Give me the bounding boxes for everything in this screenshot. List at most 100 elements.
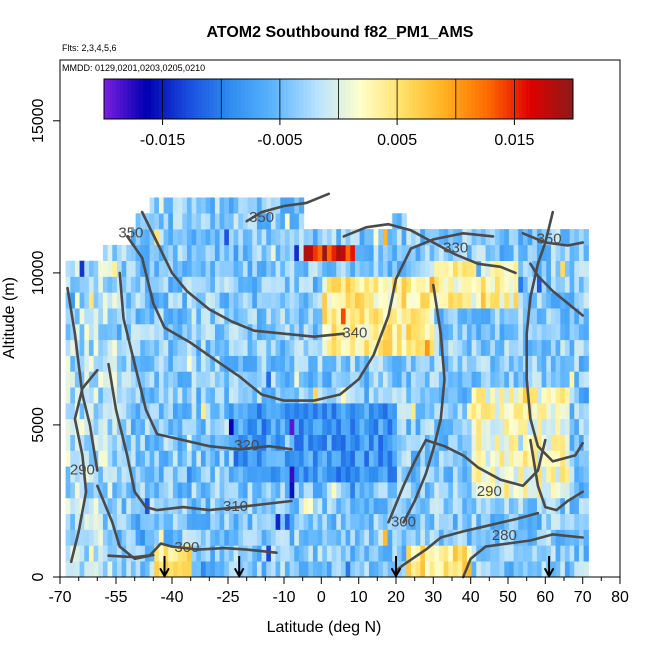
heatmap-cell <box>448 355 454 372</box>
heatmap-cell <box>438 466 445 483</box>
heatmap-cell <box>224 513 230 530</box>
heatmap-cell <box>406 561 412 578</box>
heatmap-cell <box>312 292 319 309</box>
heatmap-cell <box>527 466 533 483</box>
heatmap-cell <box>462 323 468 341</box>
heatmap-cell <box>107 339 113 356</box>
heatmap-cell <box>284 529 291 546</box>
heatmap-cell <box>401 213 407 230</box>
heatmap-cell <box>289 403 295 420</box>
heatmap-cell <box>168 434 174 451</box>
heatmap-cell <box>434 466 440 483</box>
colorbar-segment <box>217 79 222 119</box>
heatmap-cell <box>387 434 393 451</box>
heatmap-cell <box>420 482 426 499</box>
heatmap-cell <box>149 450 155 467</box>
heatmap-cell <box>522 418 529 435</box>
heatmap-cell <box>387 260 393 277</box>
heatmap-cell <box>317 450 323 467</box>
heatmap-cell <box>350 292 356 309</box>
heatmap-cell <box>182 403 188 420</box>
heatmap-cell <box>345 529 351 546</box>
heatmap-cell <box>289 213 295 230</box>
heatmap-cell <box>345 434 351 451</box>
colorbar-segment <box>569 79 574 119</box>
heatmap-cell <box>65 308 71 325</box>
heatmap-cell <box>513 387 519 404</box>
heatmap-cell <box>317 403 323 420</box>
contour-line <box>387 438 547 524</box>
x-tick-label: 50 <box>499 589 517 606</box>
heatmap-cell <box>560 387 566 404</box>
heatmap-cell <box>298 260 305 277</box>
heatmap-cell <box>312 323 319 341</box>
heatmap-cell <box>289 497 295 515</box>
heatmap-cell <box>382 355 389 372</box>
heatmap-cell <box>228 497 235 515</box>
heatmap-cell <box>438 355 445 372</box>
heatmap-cell <box>354 229 361 246</box>
heatmap-cell <box>289 339 295 356</box>
heatmap-cell <box>541 339 547 356</box>
heatmap-cell <box>163 513 169 530</box>
heatmap-cell <box>527 545 533 562</box>
heatmap-cell <box>368 339 375 356</box>
heatmap-cell <box>574 403 580 420</box>
heatmap-cell <box>354 418 361 435</box>
heatmap-cell <box>214 545 221 562</box>
heatmap-cell <box>448 323 454 341</box>
heatmap-cell <box>420 371 426 388</box>
heatmap-cell <box>476 387 482 404</box>
heatmap-cell <box>490 513 496 530</box>
heatmap-cell <box>93 434 99 451</box>
heatmap-cell <box>518 260 524 277</box>
heatmap-cell <box>266 497 272 515</box>
heatmap-cell <box>508 561 515 578</box>
heatmap-cell <box>392 466 398 483</box>
heatmap-cell <box>163 497 169 515</box>
heatmap-cell <box>242 482 249 499</box>
heatmap-cell <box>546 545 552 562</box>
heatmap-cell <box>312 450 319 467</box>
heatmap-cell <box>284 308 291 325</box>
heatmap-cell <box>429 418 435 435</box>
heatmap-cell <box>196 371 202 388</box>
heatmap-cell <box>415 418 421 435</box>
heatmap-cell <box>74 371 81 388</box>
heatmap-cell <box>252 450 258 467</box>
heatmap-cell <box>140 513 146 530</box>
heatmap-cell <box>266 260 272 277</box>
heatmap-cell <box>210 529 216 546</box>
heatmap-cell <box>252 244 258 262</box>
heatmap-cell <box>555 339 561 356</box>
heatmap-cell <box>340 513 347 530</box>
heatmap-cell <box>65 418 71 435</box>
heatmap-cell <box>452 434 459 451</box>
heatmap-cell <box>88 545 95 562</box>
heatmap-cell <box>536 418 543 435</box>
heatmap-cell <box>382 244 389 262</box>
x-tick-label: -10 <box>272 589 295 606</box>
heatmap-cell <box>518 482 524 499</box>
heatmap-cell <box>289 308 295 325</box>
heatmap-cell <box>555 260 561 277</box>
heatmap-cell <box>424 371 431 388</box>
heatmap-cell <box>499 466 505 483</box>
heatmap-cell <box>270 403 277 420</box>
heatmap-cell <box>359 276 365 293</box>
heatmap-cell <box>154 434 160 451</box>
heatmap-cell <box>298 513 305 530</box>
colorbar-segment <box>385 79 390 119</box>
heatmap-cell <box>65 513 71 530</box>
heatmap-cell <box>252 561 258 578</box>
heatmap-cell <box>70 371 76 388</box>
heatmap-cell <box>513 403 519 420</box>
heatmap-cell <box>471 545 477 562</box>
heatmap-cell <box>382 450 389 467</box>
heatmap-cell <box>228 276 235 293</box>
heatmap-cell <box>177 497 183 515</box>
heatmap-cell <box>308 434 314 451</box>
heatmap-cell <box>121 276 127 293</box>
heatmap-cell <box>210 482 216 499</box>
heatmap-cell <box>382 229 389 246</box>
